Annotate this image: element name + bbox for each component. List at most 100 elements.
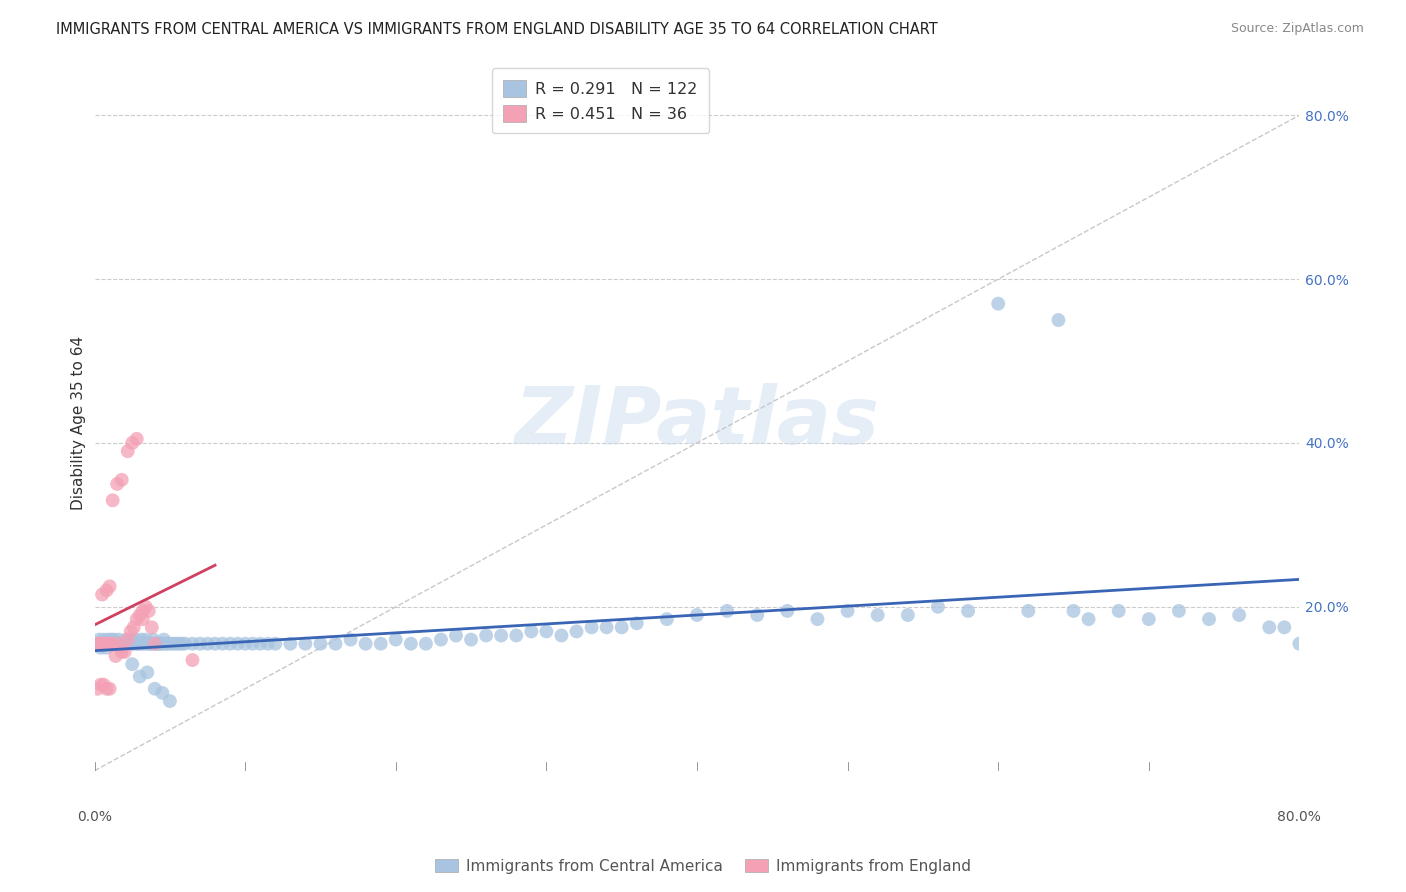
Point [686,607,709,622]
Point [1017,604,1039,618]
Point [111,640,134,655]
Point [897,607,920,622]
Point [242,637,264,651]
Point [264,637,287,651]
Point [309,637,332,651]
Point [132,612,155,626]
Point [122,620,145,634]
Point [550,628,572,642]
Point [115,632,138,647]
Point [430,632,453,647]
Point [143,637,166,651]
Point [138,637,160,651]
Point [1137,612,1160,626]
Point [101,493,124,508]
Point [1077,612,1099,626]
Point [1167,604,1189,618]
Point [90,637,112,651]
Point [86,637,108,651]
Point [91,588,114,602]
Point [120,624,142,639]
Legend: R = 0.291   N = 122, R = 0.451   N = 36: R = 0.291 N = 122, R = 0.451 N = 36 [492,69,709,134]
Point [444,628,467,642]
Point [505,628,527,642]
Point [138,604,160,618]
Point [100,632,122,647]
Point [96,637,118,651]
Point [111,645,134,659]
Point [98,681,121,696]
Point [112,637,135,651]
Point [1108,604,1130,618]
Point [98,579,121,593]
Point [93,637,115,651]
Point [399,637,422,651]
Point [249,637,271,651]
Point [256,637,278,651]
Point [111,473,134,487]
Point [132,637,155,651]
Point [1227,607,1250,622]
Point [136,637,159,651]
Point [957,604,980,618]
Point [87,632,110,647]
Point [153,632,176,647]
Point [98,637,121,651]
Point [134,637,156,651]
Point [141,637,163,651]
Point [1198,612,1220,626]
Point [866,607,889,622]
Point [124,632,146,647]
Point [114,637,136,651]
Point [384,632,406,647]
Text: 0.0%: 0.0% [77,810,112,824]
Legend: Immigrants from Central America, Immigrants from England: Immigrants from Central America, Immigra… [429,853,977,880]
Point [121,436,143,450]
Point [86,637,108,651]
Point [626,616,648,631]
Point [127,637,149,651]
Point [101,637,124,651]
Point [117,444,139,458]
Point [128,607,150,622]
Point [1047,313,1070,327]
Text: 80.0%: 80.0% [1278,810,1322,824]
Point [165,637,187,651]
Point [747,607,769,622]
Point [125,612,148,626]
Point [489,628,512,642]
Point [520,624,543,639]
Point [415,637,437,651]
Point [104,637,127,651]
Point [226,637,249,651]
Point [129,632,152,647]
Point [117,637,139,651]
Point [135,599,157,614]
Point [162,637,184,651]
Point [125,432,148,446]
Point [181,637,204,651]
Point [1288,637,1310,651]
Point [1272,620,1295,634]
Point [132,604,155,618]
Point [103,632,125,647]
Point [108,637,131,651]
Point [98,637,121,651]
Point [1063,604,1085,618]
Point [655,612,678,626]
Point [354,637,377,651]
Point [91,637,114,651]
Point [204,637,226,651]
Point [142,632,165,647]
Point [170,637,193,651]
Point [105,637,128,651]
Point [121,637,143,651]
Point [121,657,143,672]
Point [159,637,181,651]
Point [475,628,498,642]
Point [149,637,172,651]
Point [135,632,157,647]
Point [128,637,150,651]
Point [776,604,799,618]
Point [96,583,118,598]
